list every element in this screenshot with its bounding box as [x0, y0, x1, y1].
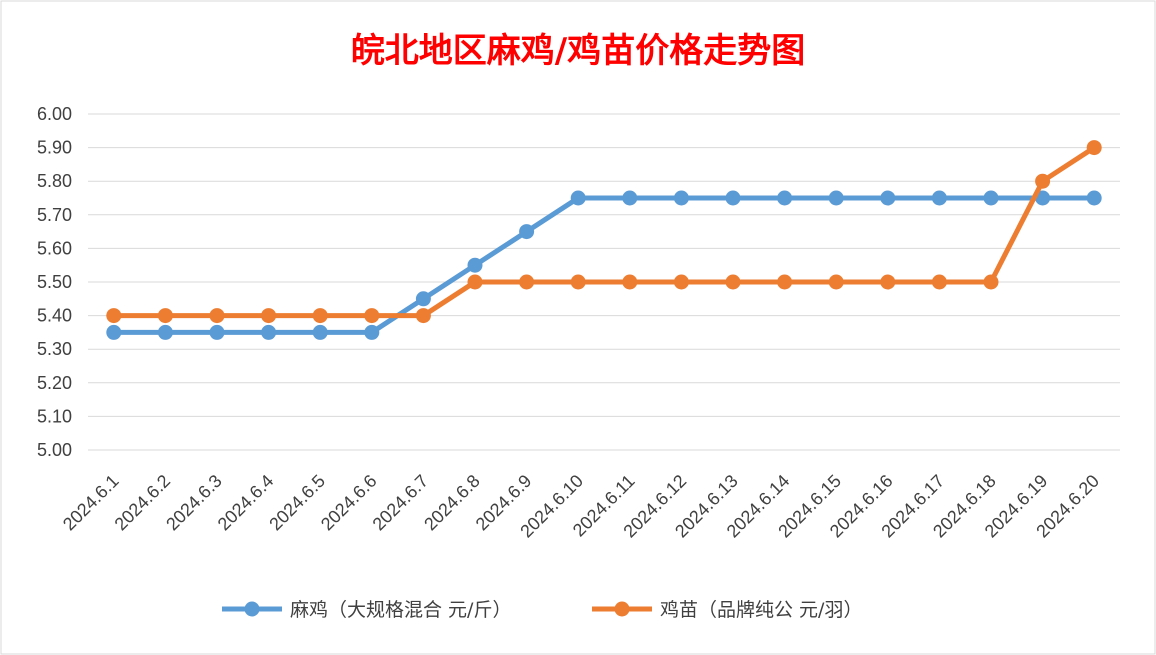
data-point	[983, 190, 999, 206]
data-point	[673, 274, 689, 290]
y-tick-label: 5.70	[37, 205, 72, 225]
data-point	[209, 324, 225, 340]
y-tick-label: 5.00	[37, 440, 72, 460]
y-tick-label: 5.30	[37, 339, 72, 359]
y-axis-ticks: 5.00 5.10 5.20 5.30 5.40 5.50 5.60 5.70 5.80 5.90…	[37, 104, 72, 460]
data-point	[106, 308, 122, 324]
data-point	[777, 274, 793, 290]
data-point	[725, 274, 741, 290]
y-tick-label: 6.00	[37, 104, 72, 124]
y-tick-label: 5.10	[37, 406, 72, 426]
data-point	[467, 274, 483, 290]
legend-label: 鸡苗（品牌纯公 元/羽）	[660, 599, 862, 621]
legend-item: 麻鸡（大规格混合 元/斤）	[222, 599, 511, 621]
data-point	[1035, 173, 1051, 189]
data-point	[519, 274, 535, 290]
data-point	[364, 324, 380, 340]
data-point	[312, 308, 328, 324]
series-lines	[106, 140, 1102, 340]
data-point	[261, 324, 277, 340]
data-point	[777, 190, 793, 206]
y-tick-label: 5.20	[37, 373, 72, 393]
data-point	[415, 308, 431, 324]
data-point	[880, 190, 896, 206]
y-tick-label: 5.50	[37, 272, 72, 292]
series-1	[106, 190, 1102, 340]
data-point	[1035, 190, 1051, 206]
series-line	[111, 195, 1097, 335]
data-point	[519, 224, 535, 240]
legend-item: 鸡苗（品牌纯公 元/羽）	[592, 599, 862, 621]
data-point	[828, 190, 844, 206]
data-point	[312, 324, 328, 340]
data-point	[931, 274, 947, 290]
data-point	[415, 291, 431, 307]
data-point	[673, 190, 689, 206]
data-point	[828, 274, 844, 290]
data-point	[880, 274, 896, 290]
data-point	[622, 274, 638, 290]
data-point	[209, 308, 225, 324]
data-point	[1086, 190, 1102, 206]
data-point	[157, 308, 173, 324]
data-point	[983, 274, 999, 290]
chart-title: 皖北地区麻鸡/鸡苗价格走势图	[351, 31, 805, 71]
y-tick-label: 5.40	[37, 306, 72, 326]
data-point	[261, 308, 277, 324]
data-point	[157, 324, 173, 340]
data-point	[570, 274, 586, 290]
series-2	[106, 140, 1102, 324]
data-point	[725, 190, 741, 206]
legend-swatch-marker	[244, 601, 260, 617]
data-point	[1086, 140, 1102, 156]
y-tick-label: 5.80	[37, 171, 72, 191]
data-point	[931, 190, 947, 206]
y-tick-label: 5.90	[37, 138, 72, 158]
data-point	[570, 190, 586, 206]
legend-label: 麻鸡（大规格混合 元/斤）	[290, 599, 511, 621]
legend-swatch-marker	[614, 601, 630, 617]
data-point	[364, 308, 380, 324]
data-point	[467, 257, 483, 273]
data-point	[106, 324, 122, 340]
legend: 麻鸡（大规格混合 元/斤） 鸡苗（品牌纯公 元/羽）	[222, 599, 862, 621]
data-point	[622, 190, 638, 206]
series-line	[111, 145, 1097, 319]
y-tick-label: 5.60	[37, 238, 72, 258]
